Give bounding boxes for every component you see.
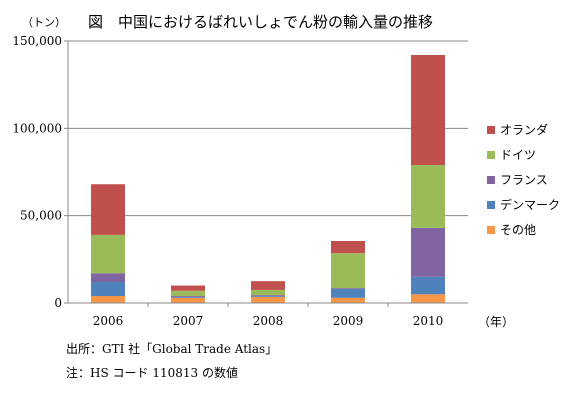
bar-segment — [331, 240, 365, 254]
x-tick-label: 2010 — [413, 314, 444, 328]
source-note: 出所：GTI 社「Global Trade Atlas」 — [66, 342, 278, 356]
legend-swatch — [487, 151, 495, 159]
bar-segment — [91, 273, 125, 283]
legend-label: デンマーク — [500, 197, 560, 212]
legend-label: その他 — [500, 223, 536, 237]
y-axis: 0 50,000 100,000 150,000 — [12, 34, 69, 310]
bar-segment — [411, 227, 445, 277]
legend-swatch — [487, 201, 495, 209]
bar-segment — [411, 165, 445, 228]
bar-segment — [91, 296, 125, 303]
bar-segment — [251, 289, 285, 296]
bar-segment — [411, 294, 445, 303]
bar-segment — [331, 289, 365, 298]
bar-segment — [171, 290, 205, 297]
y-tick-label: 100,000 — [12, 121, 62, 135]
y-tick-label: 0 — [54, 296, 62, 310]
bar-segment — [91, 282, 125, 297]
bars — [91, 54, 445, 303]
legend-swatch — [487, 176, 495, 184]
y-tick-label: 50,000 — [20, 209, 62, 223]
legend-swatch — [487, 226, 495, 234]
bar-segment — [251, 281, 285, 290]
x-axis: 2006 2007 2008 2009 2010 — [68, 302, 468, 328]
y-axis-label: （トン） — [22, 16, 66, 29]
x-tick-label: 2009 — [333, 314, 364, 328]
bar-segment — [331, 297, 365, 303]
bar-segment — [171, 285, 205, 291]
bar-segment — [171, 296, 205, 298]
legend-swatch — [487, 126, 495, 134]
bar-segment — [411, 54, 445, 166]
bar-segment — [331, 253, 365, 289]
bar-segment — [171, 297, 205, 303]
x-tick-label: 2008 — [253, 314, 284, 328]
x-tick-label: 2006 — [93, 314, 124, 328]
bar-segment — [331, 288, 365, 290]
x-axis-label: （年） — [478, 315, 514, 329]
bar-segment — [251, 295, 285, 297]
stacked-bar-chart: 図 中国におけるばれいしょでん粉の輸入量の推移 （トン） 0 50,000 100,… — [12, 13, 560, 329]
bar-segment — [251, 296, 285, 303]
x-tick-label: 2007 — [173, 314, 204, 328]
footnote: 注：HS コード 110813 の数値 — [66, 366, 238, 380]
bar-segment — [251, 296, 285, 297]
legend-label: オランダ — [500, 122, 548, 137]
bar-segment — [91, 234, 125, 274]
chart-title: 図 中国におけるばれいしょでん粉の輸入量の推移 — [88, 13, 433, 31]
legend-label: フランス — [500, 173, 548, 187]
legend-label: ドイツ — [500, 148, 536, 162]
bar-segment — [171, 296, 205, 297]
gridlines — [68, 40, 468, 217]
bar-segment — [411, 276, 445, 295]
bar-segment — [91, 184, 125, 235]
y-tick-label: 150,000 — [12, 34, 62, 48]
